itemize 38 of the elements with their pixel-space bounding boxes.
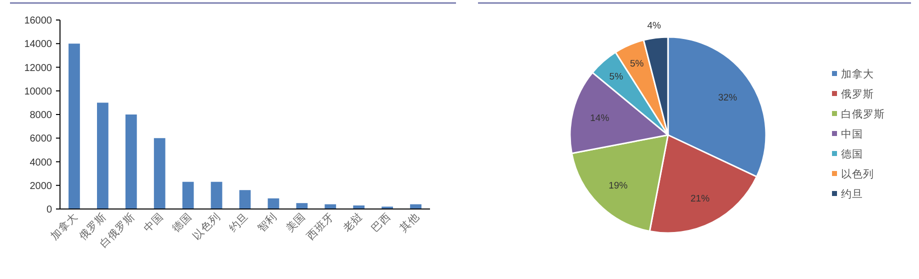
legend-label: 以色列 [841,168,874,180]
x-tick-label: 中国 [140,210,166,235]
data-label: 19% [608,180,628,192]
x-tick-label: 智利 [254,210,280,235]
y-tick-label: 4000 [30,157,52,168]
data-label: 5% [630,58,644,70]
x-tick-label: 约旦 [227,210,252,235]
x-tick-label: 巴西 [369,210,394,235]
bar [210,182,222,209]
legend-label: 德国 [841,148,863,160]
data-label: 4% [647,20,662,32]
y-tick-label: 10000 [24,86,52,98]
bar [154,138,166,209]
y-tick-label: 16000 [24,16,52,26]
y-tick-label: 0 [46,204,52,216]
bar [97,102,108,209]
bar [239,190,251,209]
x-tick-label: 其他 [397,210,422,235]
bar [182,182,194,209]
legend-label: 中国 [841,128,863,140]
bar [268,198,280,209]
y-tick-label: 14000 [24,39,52,50]
y-tick-label: 2000 [30,180,52,192]
data-label: 32% [718,92,738,104]
data-label: 14% [590,112,610,124]
legend-label: 约旦 [841,188,863,200]
data-label: 5% [609,72,624,83]
data-label: 21% [690,193,710,204]
y-tick-label: 12000 [24,62,52,74]
legend-label: 俄罗斯 [841,88,874,100]
y-tick-label: 8000 [30,110,52,121]
x-tick-label: 老挝 [340,210,365,235]
y-tick-label: 6000 [30,134,52,145]
bar [125,114,137,209]
bar [296,203,308,209]
bar [68,44,80,209]
legend-label: 加拿大 [841,68,874,80]
legend-label: 白俄罗斯 [841,108,885,120]
